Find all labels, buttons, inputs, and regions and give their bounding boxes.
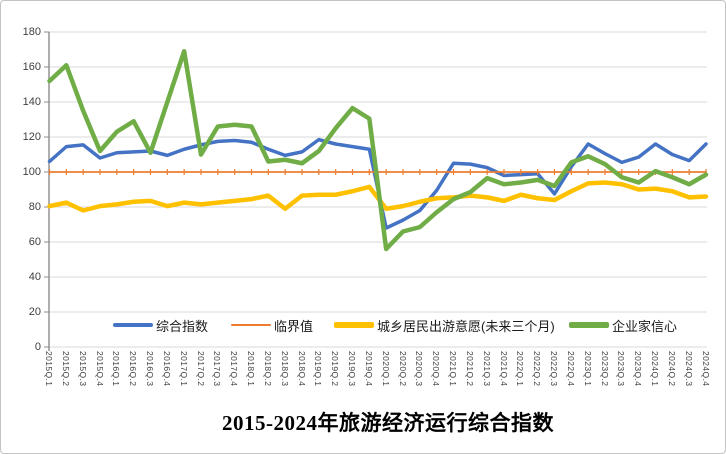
y-axis-label: 80 <box>28 201 41 213</box>
chart-title: 2015-2024年旅游经济运行综合指数 <box>222 411 554 435</box>
x-axis-label: 2024Q.3 <box>683 351 694 387</box>
x-axis-label: 2024Q.2 <box>666 351 677 387</box>
x-axis-label: 2016Q.1 <box>111 351 122 387</box>
x-axis-label: 2023Q.3 <box>616 351 627 387</box>
x-axis-label: 2017Q.4 <box>229 351 240 387</box>
legend-line-swatch <box>334 322 374 328</box>
x-axis-label: 2024Q.1 <box>650 351 660 387</box>
x-axis-label: 2020Q.3 <box>414 351 425 387</box>
legend-item-critical-value: 临界值 <box>231 317 314 334</box>
legend-item-entrepreneur-confidence: 企业家信心 <box>569 317 678 334</box>
x-axis-label: 2021Q.4 <box>498 351 509 387</box>
x-axis-label: 2023Q.1 <box>582 351 593 387</box>
x-axis-label: 2021Q.1 <box>448 351 458 387</box>
y-axis-label: 60 <box>28 236 41 248</box>
x-axis-label: 2023Q.4 <box>633 351 644 387</box>
x-axis-label: 2019Q.4 <box>363 351 374 387</box>
y-axis-label: 20 <box>28 306 41 318</box>
x-axis-label: 2017Q.3 <box>212 351 223 387</box>
legend-label: 企业家信心 <box>612 318 678 334</box>
x-axis-label: 2016Q.2 <box>128 351 139 387</box>
x-axis-label: 2015Q.1 <box>44 351 54 387</box>
x-axis-label: 2018Q.1 <box>246 351 256 387</box>
x-axis-label: 2019Q.3 <box>347 351 357 387</box>
x-axis-label: 2015Q.4 <box>94 351 105 387</box>
x-axis-label: 2017Q.1 <box>178 351 189 387</box>
x-axis-label: 2022Q.3 <box>549 351 559 387</box>
legend-label: 综合指数 <box>156 318 209 334</box>
y-axis-label: 180 <box>22 26 41 38</box>
y-axis-label: 140 <box>22 96 41 108</box>
legend-item-composite-index: 综合指数 <box>113 317 209 334</box>
legend-label: 城乡居民出游意愿(未来三个月) <box>377 318 555 334</box>
x-axis-label: 2020Q.4 <box>431 351 442 387</box>
x-axis-label: 2022Q.1 <box>515 351 526 387</box>
x-axis-label: 2018Q.3 <box>279 351 290 387</box>
y-axis-label: 100 <box>22 166 41 178</box>
x-axis-label: 2018Q.2 <box>262 351 273 387</box>
x-axis-label: 2020Q.1 <box>380 351 391 387</box>
y-axis-label: 120 <box>22 131 41 143</box>
y-axis-label: 0 <box>34 341 41 353</box>
x-axis-label: 2016Q.4 <box>161 351 172 387</box>
x-axis-label: 2023Q.2 <box>599 351 610 387</box>
legend-item-travel-intention: 城乡居民出游意愿(未来三个月) <box>334 317 555 334</box>
x-axis-label: 2022Q.4 <box>565 351 576 387</box>
series-line-entrepreneur-confidence <box>47 49 709 252</box>
y-axis-label: 160 <box>22 61 41 73</box>
legend-label: 临界值 <box>274 318 314 334</box>
x-axis-label: 2019Q.1 <box>313 351 324 387</box>
legend-line-swatch <box>113 322 153 328</box>
x-axis-label: 2018Q.4 <box>296 351 307 387</box>
legend-line-swatch <box>231 323 271 327</box>
x-axis-label: 2024Q.4 <box>700 351 711 387</box>
x-axis-label: 2020Q.2 <box>397 351 408 387</box>
x-axis-label: 2016Q.3 <box>145 351 155 387</box>
x-axis-label: 2022Q.2 <box>532 351 543 387</box>
x-axis-label: 2019Q.2 <box>330 351 341 387</box>
x-axis-label: 2021Q.2 <box>464 351 475 387</box>
x-axis-label: 2015Q.2 <box>60 351 71 387</box>
x-axis-label: 2017Q.2 <box>195 351 206 387</box>
legend-line-swatch <box>569 322 609 328</box>
y-axis-label: 40 <box>28 271 41 283</box>
x-axis-label: 2021Q.3 <box>481 351 492 387</box>
x-axis-label: 2015Q.3 <box>77 351 88 387</box>
